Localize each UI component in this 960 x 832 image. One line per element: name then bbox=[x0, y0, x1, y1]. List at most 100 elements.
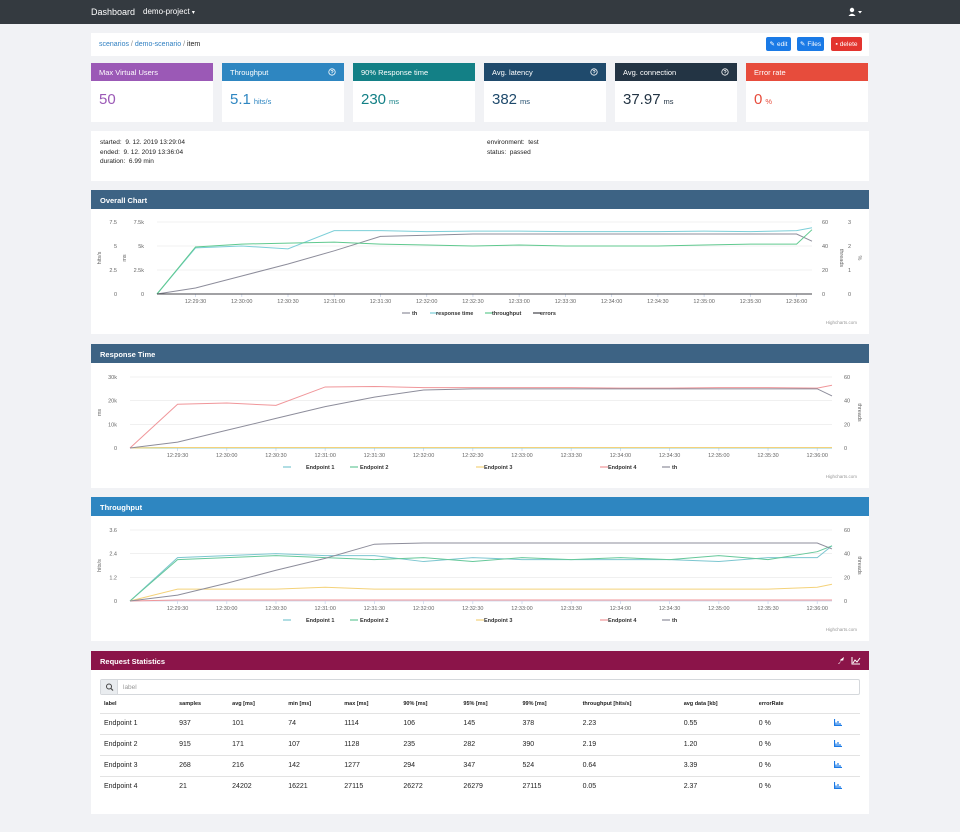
crumb-link[interactable]: demo-scenario bbox=[134, 41, 182, 48]
unit: hits/s bbox=[253, 97, 272, 106]
files-button[interactable]: ✎ Files bbox=[797, 37, 824, 51]
help-circle bbox=[721, 68, 729, 76]
chart-link[interactable] bbox=[829, 733, 860, 755]
series-line bbox=[156, 229, 813, 295]
chart-link[interactable] bbox=[829, 754, 860, 776]
x-tick-label: 12:30:30 bbox=[265, 453, 286, 459]
crumb-link[interactable]: scenarios bbox=[99, 41, 129, 48]
x-tick-label: 12:31:30 bbox=[370, 299, 391, 305]
column-header: max [ms] bbox=[344, 700, 369, 707]
x-tick-label: 12:32:30 bbox=[462, 299, 483, 305]
y-tick-label: 20 bbox=[822, 268, 828, 274]
card-value: 230 ms bbox=[353, 81, 475, 118]
table-row: Endpoint 4 21 24202 16221 27115 26272 26279 271… bbox=[100, 775, 860, 797]
value: 50 bbox=[99, 91, 116, 108]
info-value: 6.99 min bbox=[128, 158, 154, 165]
y-tick-label: 20 bbox=[844, 422, 850, 428]
table-cell: 27115 bbox=[340, 775, 400, 797]
chart-icon-shape bbox=[833, 782, 842, 790]
x-tick-label: 12:30:30 bbox=[265, 606, 286, 612]
y-tick-label: 40 bbox=[844, 399, 850, 405]
info-value: 9. 12. 2019 13:29:04 bbox=[125, 139, 185, 146]
y-tick-label: 1.2 bbox=[109, 575, 117, 581]
x-tick-label: 12:35:30 bbox=[740, 299, 761, 305]
table-cell: 0 % bbox=[754, 775, 830, 797]
column-header: errorRate bbox=[758, 700, 784, 707]
stat-card: Avg. connection 37.97 ms bbox=[615, 63, 737, 122]
chart-credit: Highcharts.com bbox=[826, 320, 858, 325]
chart-icon-shape bbox=[833, 761, 842, 769]
axis-title: threads bbox=[856, 403, 862, 422]
table-cell: 16221 bbox=[284, 775, 341, 797]
series-line bbox=[129, 384, 833, 449]
chart: 02.557.5hits/s02.5k5k7.5kms0204060thread… bbox=[97, 220, 862, 325]
chart-panel: Response Time 0 10k 20k 30k ms 0 20 40 60 threads 1… bbox=[91, 344, 869, 488]
x-tick-label: 12:35:00 bbox=[708, 453, 729, 459]
x-tick-label: 12:35:00 bbox=[693, 299, 714, 305]
help-icon bbox=[328, 68, 336, 76]
unit: ms bbox=[389, 97, 400, 106]
table-cell: 0.05 bbox=[578, 775, 680, 797]
project-dropdown[interactable]: demo-project ▾ bbox=[143, 7, 195, 16]
card-header: Avg. connection bbox=[615, 63, 737, 81]
y-tick-label: 5 bbox=[114, 244, 117, 250]
x-tick-label: 12:29:30 bbox=[167, 453, 188, 459]
y-tick-label: 0 bbox=[848, 292, 851, 298]
chart-icon-shape bbox=[833, 719, 842, 727]
brand[interactable]: Dashboard bbox=[91, 7, 136, 17]
help-mark bbox=[723, 70, 727, 75]
table-cell: 1128 bbox=[340, 733, 400, 755]
y-tick-label: 7.5 bbox=[109, 220, 117, 226]
table-cell: 294 bbox=[399, 754, 460, 776]
header-icons[interactable] bbox=[837, 656, 861, 665]
info-value: 9. 12. 2019 13:36:04 bbox=[123, 148, 184, 156]
info-label: started: bbox=[100, 139, 122, 146]
table-cell: 2.19 bbox=[578, 733, 680, 755]
card-title: Error rate bbox=[754, 68, 786, 77]
x-tick-label: 12:31:00 bbox=[314, 453, 335, 459]
y-tick-label: 7.5k bbox=[134, 220, 145, 226]
table-cell: 0 % bbox=[754, 754, 830, 776]
series-line bbox=[129, 545, 833, 602]
card-value: 37.97 ms bbox=[615, 81, 737, 118]
x-tick-label: 12:33:00 bbox=[511, 453, 532, 459]
user-menu[interactable] bbox=[848, 7, 864, 17]
crumb-current: item bbox=[187, 41, 201, 48]
y-tick-label: 3.6 bbox=[109, 528, 117, 534]
edit-button[interactable]: ✎ edit bbox=[766, 37, 791, 51]
table-cell: Endpoint 1 bbox=[100, 712, 176, 734]
help-circle bbox=[590, 68, 598, 76]
table-row: Endpoint 3 268 216 142 1277 294 347 524 0.64 3.39… bbox=[100, 754, 860, 776]
chart-icon-shape bbox=[833, 740, 842, 748]
card-header: 90% Response time bbox=[353, 63, 475, 81]
search-box[interactable]: label bbox=[100, 679, 860, 695]
breadcrumb: scenarios / demo-scenario / item bbox=[99, 41, 201, 48]
unit: % bbox=[765, 97, 773, 106]
y-tick-label: 2 bbox=[848, 244, 851, 250]
unit: ms bbox=[520, 97, 531, 106]
table-cell: 2.37 bbox=[679, 775, 755, 797]
chart-title: Throughput bbox=[100, 503, 143, 512]
chart-link[interactable] bbox=[829, 775, 860, 797]
button-label: delete bbox=[839, 40, 858, 48]
card-header: Max Virtual Users bbox=[91, 63, 213, 81]
value: 5.1 bbox=[230, 91, 251, 108]
chart-link[interactable] bbox=[829, 712, 860, 734]
button-label: Files bbox=[807, 40, 822, 48]
x-tick-label: 12:34:30 bbox=[647, 299, 668, 305]
table-cell: Endpoint 3 bbox=[100, 754, 176, 776]
series-line bbox=[129, 545, 833, 602]
chart-title: Overall Chart bbox=[100, 196, 148, 205]
chart-credit: Highcharts.com bbox=[826, 474, 858, 479]
column-header: min [ms] bbox=[288, 700, 312, 707]
legend-label: Endpoint 3 bbox=[484, 618, 512, 624]
x-tick-label: 12:31:00 bbox=[324, 299, 345, 305]
y-tick-label: 40 bbox=[844, 552, 850, 558]
legend-label: Endpoint 2 bbox=[360, 618, 388, 624]
table-cell: Endpoint 4 bbox=[100, 775, 176, 797]
chart: 0 10k 20k 30k ms 0 20 40 60 threads 12:29:30 12:30:… bbox=[97, 375, 862, 479]
chart-icon bbox=[833, 782, 842, 790]
x-tick-label: 12:35:30 bbox=[757, 453, 778, 459]
chart-credit: Highcharts.com bbox=[826, 627, 858, 632]
delete-button[interactable]: ▪ delete bbox=[831, 37, 862, 51]
